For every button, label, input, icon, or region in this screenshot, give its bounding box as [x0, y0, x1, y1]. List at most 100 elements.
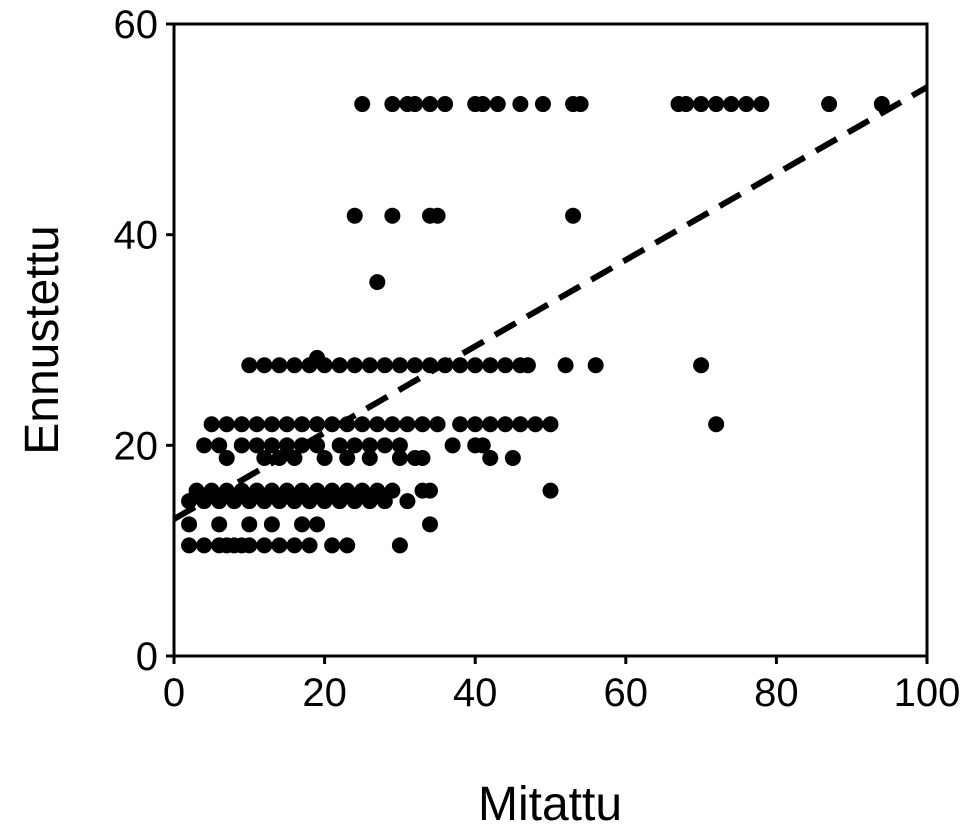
data-point — [346, 437, 363, 454]
data-point — [414, 449, 431, 466]
data-point — [565, 207, 582, 224]
data-point — [233, 437, 250, 454]
x-axis: 0 20 40 60 80 100 — [163, 656, 960, 715]
data-point — [181, 516, 198, 533]
data-point — [406, 357, 423, 374]
data-point — [504, 449, 521, 466]
data-point — [294, 482, 311, 499]
data-point — [384, 96, 401, 113]
data-point — [467, 357, 484, 374]
data-point — [534, 96, 551, 113]
data-point — [309, 416, 326, 433]
data-point — [211, 437, 228, 454]
data-point — [241, 357, 258, 374]
data-point — [723, 96, 740, 113]
data-point — [294, 516, 311, 533]
x-tick-label: 40 — [453, 671, 498, 715]
data-point — [391, 537, 408, 554]
data-point — [422, 96, 439, 113]
data-point — [406, 96, 423, 113]
data-point — [263, 516, 280, 533]
data-point — [218, 416, 235, 433]
data-point — [821, 96, 838, 113]
data-point — [339, 537, 356, 554]
data-point — [294, 416, 311, 433]
data-point — [384, 416, 401, 433]
data-point — [422, 516, 439, 533]
data-point — [263, 437, 280, 454]
data-point — [256, 449, 273, 466]
x-tick-label: 0 — [163, 671, 185, 715]
data-point — [241, 516, 258, 533]
data-point — [512, 416, 529, 433]
data-point — [331, 437, 348, 454]
data-point — [354, 482, 371, 499]
data-point — [369, 482, 386, 499]
data-point — [263, 416, 280, 433]
data-point — [309, 516, 326, 533]
data-point — [452, 416, 469, 433]
data-point — [512, 96, 529, 113]
data-point — [203, 416, 220, 433]
data-point — [248, 416, 265, 433]
data-point — [708, 96, 725, 113]
data-point — [271, 357, 288, 374]
x-axis-title: Mitattu — [478, 778, 622, 826]
data-point — [233, 482, 250, 499]
trendline — [172, 84, 929, 522]
data-point — [339, 482, 356, 499]
data-point — [474, 96, 491, 113]
data-point — [324, 537, 341, 554]
data-point — [391, 357, 408, 374]
data-point — [278, 482, 295, 499]
data-point — [542, 482, 559, 499]
data-point — [708, 416, 725, 433]
data-point — [489, 96, 506, 113]
x-tick-label: 80 — [754, 671, 799, 715]
data-point — [429, 416, 446, 433]
x-tick-label: 60 — [604, 671, 649, 715]
y-tick-label: 40 — [114, 214, 159, 258]
data-point — [693, 357, 710, 374]
data-point — [444, 437, 461, 454]
data-point — [248, 437, 265, 454]
data-point — [369, 416, 386, 433]
data-point — [557, 357, 574, 374]
data-point — [188, 482, 205, 499]
data-point — [339, 449, 356, 466]
plot-frame — [172, 22, 929, 658]
data-point — [572, 96, 589, 113]
data-point — [384, 207, 401, 224]
data-point — [361, 437, 378, 454]
data-point — [474, 437, 491, 454]
data-point — [429, 207, 446, 224]
data-point — [278, 437, 295, 454]
data-point — [346, 207, 363, 224]
data-point — [309, 482, 326, 499]
data-point — [391, 437, 408, 454]
y-axis: 0 20 40 60 — [114, 3, 174, 679]
data-point — [738, 96, 755, 113]
data-point — [376, 437, 393, 454]
data-point — [316, 449, 333, 466]
data-point — [196, 537, 213, 554]
data-point — [399, 493, 416, 510]
data-point — [527, 416, 544, 433]
data-point — [181, 537, 198, 554]
data-point — [354, 96, 371, 113]
data-point — [587, 357, 604, 374]
data-point — [324, 482, 341, 499]
data-point — [218, 449, 235, 466]
data-point — [286, 537, 303, 554]
data-point — [256, 357, 273, 374]
data-point — [384, 482, 401, 499]
data-point — [271, 537, 288, 554]
data-point — [422, 482, 439, 499]
data-point — [376, 357, 393, 374]
data-points — [181, 96, 890, 554]
data-point — [753, 96, 770, 113]
data-point — [346, 357, 363, 374]
data-point — [497, 357, 514, 374]
y-tick-label: 60 — [114, 3, 159, 47]
